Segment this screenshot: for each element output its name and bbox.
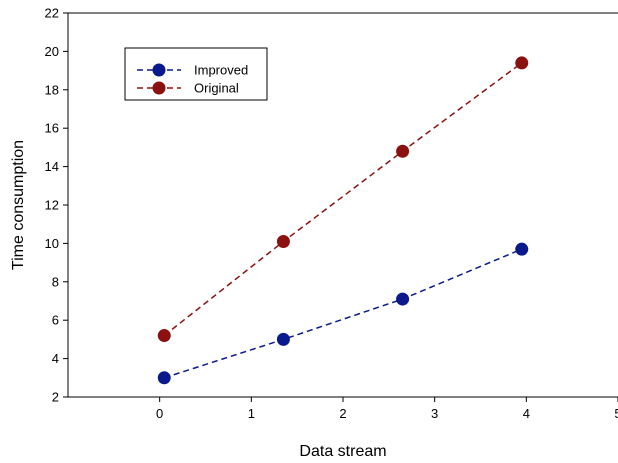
y-tick-label: 4 (52, 351, 59, 366)
y-tick-label: 14 (45, 159, 59, 174)
data-point-improved (276, 332, 290, 346)
x-tick-label: 4 (523, 406, 530, 421)
y-tick-label: 18 (45, 82, 59, 97)
data-point-original (157, 329, 171, 343)
legend-label-original: Original (194, 81, 239, 96)
series-line-original (163, 62, 523, 337)
y-tick-label: 10 (45, 236, 59, 251)
y-tick-label: 8 (52, 274, 59, 289)
data-point-improved (515, 242, 529, 256)
legend-entries: Improved Original (137, 63, 248, 96)
legend-label-improved: Improved (194, 63, 248, 78)
x-tick-label: 0 (156, 406, 163, 421)
y-tick-label: 6 (52, 313, 59, 328)
legend: Improved Original (124, 47, 268, 101)
legend-marker-original (152, 81, 166, 95)
y-tick-label: 2 (52, 390, 59, 405)
data-point-original (515, 56, 529, 70)
x-axis-title: Data stream (299, 443, 386, 460)
x-tick-label: 3 (431, 406, 438, 421)
data-point-improved (157, 371, 171, 385)
y-tick-label: 20 (45, 44, 59, 59)
series-layer (157, 56, 529, 385)
y-tick-label: 16 (45, 121, 59, 136)
y-tick-label: 12 (45, 198, 59, 213)
y-ticks: 2 4 6 8 10 12 14 16 18 20 22 (45, 6, 68, 405)
x-tick-label: 1 (248, 406, 255, 421)
series-line-improved (164, 248, 523, 379)
data-point-original (276, 234, 290, 248)
legend-box (124, 47, 268, 101)
data-point-original (396, 144, 410, 158)
data-point-improved (396, 292, 410, 306)
y-axis-title: Time consumption (10, 140, 27, 270)
legend-marker-improved (152, 63, 166, 77)
x-tick-label: 5 (614, 406, 618, 421)
x-ticks: 0 1 2 3 4 5 (156, 397, 618, 421)
y-tick-label: 22 (45, 6, 59, 21)
x-tick-label: 2 (339, 406, 346, 421)
